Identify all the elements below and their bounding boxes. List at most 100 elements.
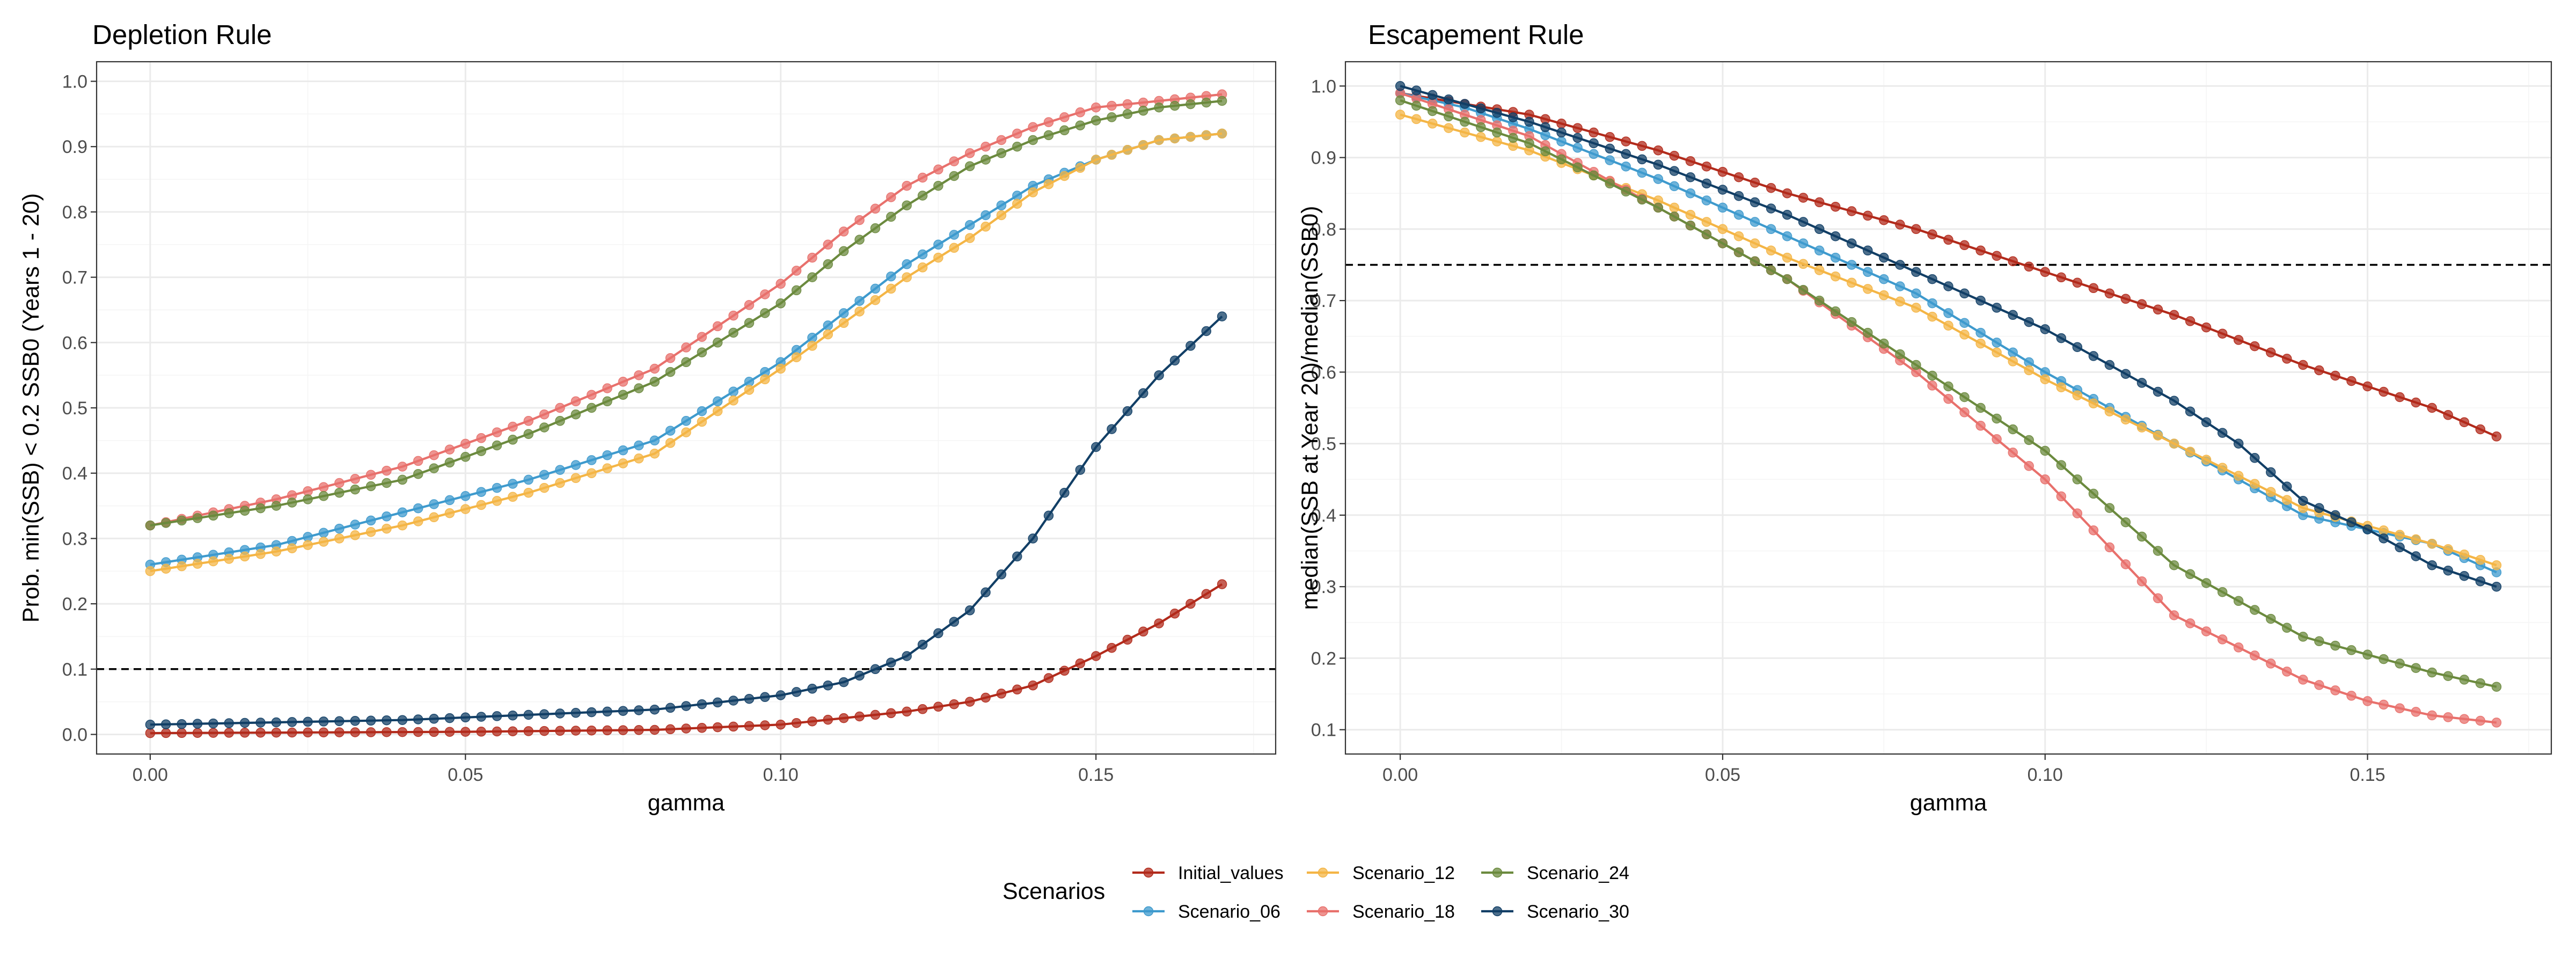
- legend-label: Initial_values: [1178, 863, 1284, 883]
- data-point: [539, 470, 550, 480]
- data-point: [2169, 438, 2179, 449]
- data-point: [1879, 252, 1889, 263]
- data-point: [1766, 265, 1776, 275]
- data-point: [2072, 390, 2083, 400]
- data-point: [1476, 132, 1486, 142]
- data-point: [1637, 194, 1647, 205]
- data-point: [1540, 146, 1550, 157]
- data-point: [334, 478, 345, 488]
- data-point: [1798, 259, 1809, 269]
- data-point: [1169, 609, 1180, 619]
- data-point: [1028, 187, 1038, 197]
- data-point: [744, 721, 755, 731]
- data-point: [555, 402, 565, 413]
- data-point: [177, 719, 187, 729]
- plot-panel: [96, 61, 1277, 755]
- data-point: [712, 396, 723, 407]
- x-axis: 0.00 0.05 0.10 0.15: [1382, 754, 2385, 785]
- data-point: [949, 699, 960, 709]
- data-point: [933, 239, 943, 250]
- data-point: [508, 479, 518, 489]
- data-point: [618, 706, 628, 716]
- data-point: [1959, 330, 1970, 340]
- data-point: [1863, 210, 1873, 221]
- data-point: [1621, 161, 1631, 172]
- data-point: [949, 171, 960, 181]
- series-initial-values: [145, 579, 1227, 738]
- data-point: [634, 383, 644, 393]
- data-point: [2491, 560, 2502, 570]
- data-point: [1863, 284, 1873, 294]
- data-point: [823, 680, 833, 691]
- data-point: [2008, 256, 2018, 267]
- data-point: [444, 444, 455, 455]
- data-point: [2153, 304, 2163, 315]
- data-point: [1154, 618, 1164, 628]
- data-point: [886, 283, 896, 294]
- y-tick-label: 0.4: [1311, 506, 1336, 526]
- data-point: [1717, 166, 1728, 177]
- data-point: [2104, 542, 2115, 553]
- data-point: [539, 726, 550, 736]
- data-point: [1685, 156, 1696, 166]
- data-point: [1605, 178, 1615, 189]
- data-point: [334, 716, 345, 727]
- data-point: [933, 701, 943, 712]
- data-point: [2056, 382, 2067, 392]
- data-point: [1524, 138, 1534, 149]
- data-point: [570, 409, 581, 420]
- data-point: [1427, 106, 1438, 116]
- data-point: [2346, 691, 2357, 701]
- data-point: [1701, 195, 1712, 206]
- data-point: [1476, 103, 1486, 114]
- data-point: [1750, 217, 1760, 227]
- data-point: [460, 491, 471, 501]
- data-point: [2346, 517, 2357, 528]
- data-point: [365, 715, 376, 726]
- data-point: [444, 457, 455, 468]
- data-point: [160, 564, 171, 574]
- data-point: [460, 452, 471, 462]
- data-point: [775, 719, 786, 730]
- data-point: [902, 706, 912, 717]
- data-point: [964, 219, 975, 230]
- data-point: [823, 329, 833, 340]
- data-point: [1154, 370, 1164, 380]
- data-point: [1927, 298, 1937, 309]
- data-point: [1847, 206, 1857, 216]
- data-point: [145, 719, 156, 730]
- data-point: [1943, 281, 1953, 291]
- panel-escapement-rule: Escapement Rule 0.00 0.05 0.10 0.15 0.10.20…: [1297, 19, 2552, 816]
- data-point: [1075, 163, 1086, 173]
- data-point: [1669, 202, 1680, 213]
- data-point: [587, 468, 597, 478]
- y-tick-label: 0.5: [1311, 434, 1336, 455]
- data-point: [838, 246, 849, 257]
- panel-title: Depletion Rule: [92, 19, 272, 50]
- data-point: [2088, 398, 2099, 408]
- data-point: [287, 543, 297, 553]
- data-point: [2379, 533, 2389, 544]
- data-point: [1411, 114, 1422, 125]
- data-point: [318, 727, 329, 737]
- data-point: [2282, 354, 2292, 364]
- data-point: [2201, 417, 2212, 427]
- data-point: [1572, 162, 1583, 173]
- data-point: [2411, 397, 2421, 408]
- data-point: [2104, 406, 2115, 416]
- data-point: [1556, 127, 1567, 138]
- data-point: [949, 617, 960, 627]
- data-point: [1075, 120, 1086, 130]
- legend-label: Scenario_30: [1527, 902, 1629, 922]
- data-point: [1750, 197, 1760, 208]
- data-point: [255, 503, 266, 514]
- legend-key-point: [1492, 867, 1503, 878]
- data-point: [1943, 320, 1953, 331]
- data-point: [239, 718, 250, 728]
- data-point: [2024, 317, 2034, 327]
- data-point: [1911, 224, 1921, 235]
- data-point: [1589, 170, 1599, 181]
- data-point: [460, 504, 471, 514]
- data-point: [444, 495, 455, 506]
- data-point: [1927, 380, 1937, 391]
